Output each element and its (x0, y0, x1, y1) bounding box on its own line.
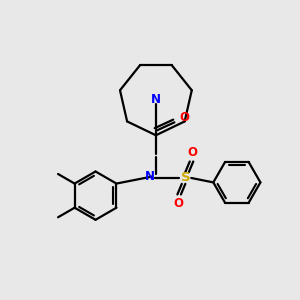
Text: O: O (188, 146, 198, 159)
Text: O: O (179, 111, 190, 124)
Text: O: O (173, 197, 183, 210)
Text: N: N (151, 93, 161, 106)
Text: S: S (181, 172, 190, 184)
Text: N: N (144, 170, 154, 183)
